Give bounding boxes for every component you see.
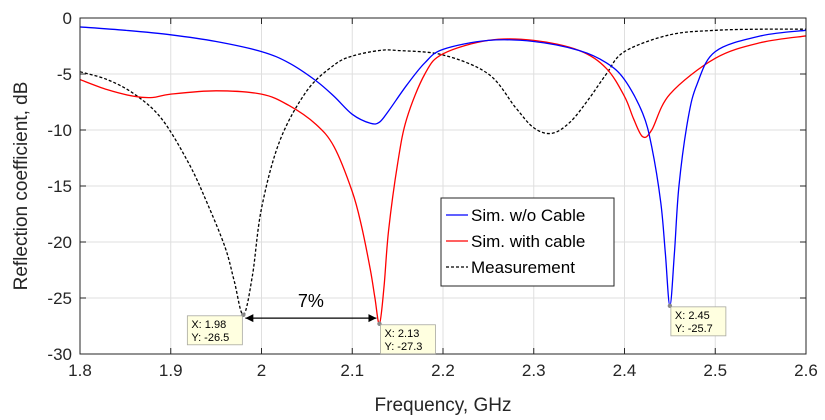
y-tick-label: 0 bbox=[63, 9, 72, 28]
x-tick-label: 2.1 bbox=[340, 361, 364, 380]
legend-entry: Measurement bbox=[471, 258, 575, 277]
y-tick-label: -30 bbox=[47, 345, 72, 364]
x-tick-label: 2.5 bbox=[703, 361, 727, 380]
datatip-y-label: Y: -25.7 bbox=[675, 323, 713, 335]
datatip-y-label: Y: -26.5 bbox=[191, 332, 229, 344]
x-tick-label: 1.9 bbox=[159, 361, 183, 380]
series-line-measurement bbox=[80, 28, 806, 316]
legend: Sim. w/o Cable Sim. with cable Measurement bbox=[440, 197, 615, 287]
y-axis-label: Reflection coefficient, dB bbox=[11, 82, 32, 291]
annotation-arrowhead-left bbox=[245, 314, 254, 323]
x-tick-label: 2.3 bbox=[522, 361, 546, 380]
datatip-x-label: X: 2.13 bbox=[384, 328, 419, 340]
x-tick-label: 2.4 bbox=[613, 361, 637, 380]
datatip-box bbox=[670, 306, 727, 337]
y-tick-label: -25 bbox=[47, 289, 72, 308]
datatip-box bbox=[380, 324, 436, 355]
legend-entry: Sim. w/o Cable bbox=[471, 206, 585, 225]
x-tick-label: 2 bbox=[257, 361, 266, 380]
datatip: X: 2.45Y: -25.7 bbox=[667, 303, 727, 337]
ticks: 1.8 1.9 2 2.1 2.2 2.3 2.4 2.5 2.6 -30 -25 -20 -15 -10… bbox=[47, 9, 817, 380]
y-tick-label: -15 bbox=[47, 177, 72, 196]
series-line-sim-with-cable bbox=[80, 35, 806, 325]
datatip: X: 1.98Y: -26.5 bbox=[186, 312, 246, 346]
annotation: 7% bbox=[245, 291, 377, 323]
y-tick-label: -20 bbox=[47, 233, 72, 252]
datatip-x-label: X: 1.98 bbox=[191, 319, 226, 331]
y-tick-label: -5 bbox=[57, 65, 72, 84]
x-tick-label: 1.8 bbox=[68, 361, 92, 380]
x-tick-label: 2.6 bbox=[794, 361, 818, 380]
datatip-box bbox=[186, 315, 243, 346]
annotation-label: 7% bbox=[298, 291, 324, 311]
series-layer bbox=[80, 26, 806, 325]
x-tick-label: 2.2 bbox=[431, 361, 455, 380]
datatip-x-label: X: 2.45 bbox=[675, 310, 710, 322]
legend-entry: Sim. with cable bbox=[471, 232, 585, 251]
datatip-y-label: Y: -27.3 bbox=[384, 341, 422, 353]
legend-box bbox=[440, 197, 615, 287]
y-tick-label: -10 bbox=[47, 121, 72, 140]
datatips: X: 1.98Y: -26.5 X: 2.13Y: -27.3X: 2.45Y: … bbox=[186, 303, 727, 355]
datatip: X: 2.13Y: -27.3 bbox=[377, 321, 436, 355]
series-line-sim-w-o-cable bbox=[80, 26, 806, 307]
x-axis-label: Frequency, GHz bbox=[375, 395, 512, 416]
annotation-arrowhead-right bbox=[368, 314, 377, 323]
